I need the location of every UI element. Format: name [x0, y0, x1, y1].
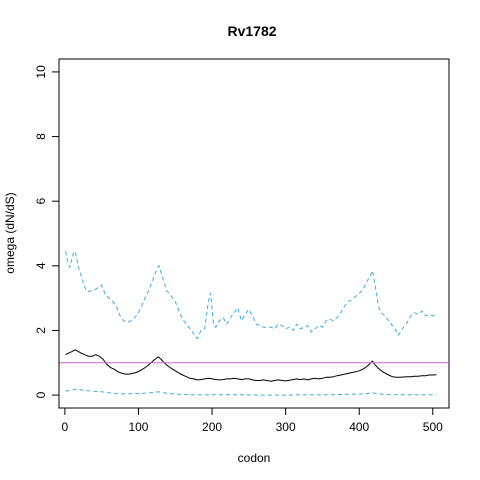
y-tick-label: 6 — [34, 198, 48, 205]
x-tick-label: 200 — [202, 420, 222, 434]
y-axis-label: omega (dN/dS) — [3, 192, 17, 273]
x-axis-label: codon — [238, 451, 271, 465]
series-layer — [65, 250, 437, 396]
y-tick-label: 2 — [34, 327, 48, 334]
y-tick-label: 4 — [34, 262, 48, 269]
y-tick-label: 0 — [34, 391, 48, 398]
x-tick-label: 500 — [423, 420, 443, 434]
series-line-2 — [65, 388, 437, 396]
series-line-0 — [65, 250, 437, 339]
chart-title: Rv1782 — [227, 23, 276, 39]
x-axis: 0 100 200 300 400 500 — [62, 407, 443, 434]
y-tick-label: 10 — [34, 65, 48, 79]
x-tick-label: 0 — [62, 420, 69, 434]
x-tick-label: 100 — [128, 420, 148, 434]
x-tick-label: 300 — [276, 420, 296, 434]
series-line-1 — [65, 349, 437, 382]
y-tick-label: 8 — [34, 133, 48, 140]
plot-frame — [58, 58, 450, 409]
x-tick-label: 400 — [349, 420, 369, 434]
y-axis: 0 2 4 6 8 10 — [34, 65, 60, 398]
